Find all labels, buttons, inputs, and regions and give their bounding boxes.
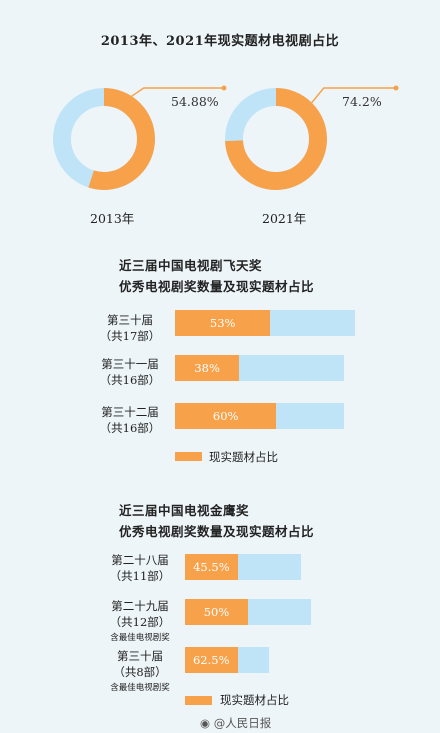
jinying-row-label: 第二十八届 （共11部） [100,552,180,584]
feitian-legend-label: 现实题材占比 [209,450,278,464]
jinying-legend-label: 现实题材占比 [220,693,289,707]
donut-charts [53,85,399,190]
jinying-row-2-name: 第二十九届 [111,599,169,613]
feitian-bar-value: 60% [212,409,239,423]
watermark: ◉ @人民日报 [200,715,271,731]
jinying-row-2-count: （共12部） [109,615,171,629]
donut-2021 [225,85,399,190]
callout-line [131,87,224,97]
jinying-legend-swatch [185,696,212,705]
feitian-row-label: 第三十届 （共17部） [90,312,170,344]
jinying-row-3-name: 第三十届 [117,649,163,663]
donut-2013-year: 2013年 [90,211,135,226]
feitian-row-2-count: （共16部） [99,373,161,387]
donut-2021-pct-label: 74.2% [342,94,382,109]
donut-2021-year: 2021年 [262,211,307,226]
jinying-bar: 45.5% [185,554,301,580]
feitian-bar: 53% [175,310,355,336]
watermark-text: @人民日报 [213,716,272,730]
feitian-bar-fill [175,310,271,336]
weibo-icon: ◉ [200,716,211,730]
feitian-title-line2: 优秀电视剧奖数量及现实题材占比 [119,279,315,294]
jinying-bar-fill [185,554,238,580]
feitian-bar-fill [175,403,277,429]
jinying-bar-fill [185,647,238,673]
callout-line [311,87,396,104]
feitian-row-1-count: （共17部） [99,329,161,343]
jinying-row-3-count: （共8部） [113,665,167,679]
feitian-legend-swatch [175,452,202,461]
feitian-bar: 38% [175,355,344,381]
feitian-row-2-name: 第三十一届 [101,357,159,371]
jinying-row-3-note: 含最佳电视剧奖 [110,683,170,693]
jinying-row-label: 第二十九届 （共12部） 含最佳电视剧奖 [100,598,180,646]
callout-dot [221,85,227,91]
feitian-row-label: 第三十二届 （共16部） [90,404,170,436]
jinying-row-2-note: 含最佳电视剧奖 [110,633,170,643]
jinying-bar-value: 50% [203,605,230,619]
feitian-row-label: 第三十一届 （共16部） [90,356,170,388]
donut-2013-pct-label: 54.88% [171,94,219,109]
jinying-title-line1: 近三届中国电视金鹰奖 [119,503,250,518]
jinying-row-1-count: （共11部） [109,569,171,583]
feitian-title-line1: 近三届中国电视剧飞天奖 [119,258,263,273]
feitian-row-1-name: 第三十届 [107,313,153,327]
callout-dot [393,85,399,91]
feitian-bar-value: 38% [194,361,220,375]
feitian-row-3-name: 第三十二届 [101,405,159,419]
feitian-bar: 60% [175,403,344,429]
jinying-bar-value: 45.5% [193,560,230,574]
jinying-bar: 62.5% [185,647,269,673]
feitian-bar-fill [175,355,240,381]
jinying-title-line2: 优秀电视剧奖数量及现实题材占比 [119,524,315,539]
feitian-bar-value: 53% [209,316,236,330]
jinying-bar: 50% [185,599,311,625]
jinying-bar-value: 62.5% [192,653,230,667]
jinying-row-label: 第三十届 （共8部） 含最佳电视剧奖 [100,648,180,696]
jinying-row-1-name: 第二十八届 [111,553,169,567]
feitian-row-3-count: （共16部） [99,421,161,435]
jinying-bar-fill [185,599,248,625]
donut-value-slice [53,88,155,190]
donut-value-slice [225,88,327,190]
page-title: 2013年、2021年现实题材电视剧占比 [100,34,340,49]
donut-2013 [53,85,227,190]
